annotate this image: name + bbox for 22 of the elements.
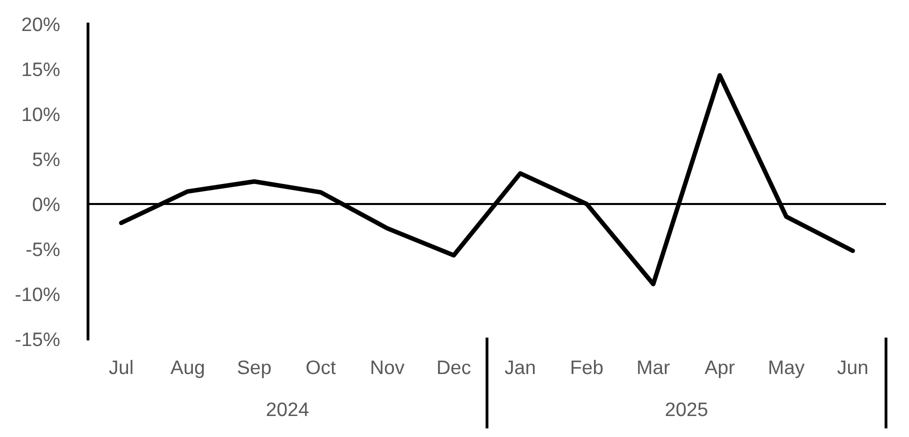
x-tick-label: Oct (306, 360, 336, 374)
x-tick-label: Jan (504, 360, 535, 374)
x-tick-label: Nov (372, 360, 404, 374)
y-tick-label: 0% (32, 197, 60, 212)
x-tick-label: Feb (572, 360, 603, 374)
x-tick-label: Dec (438, 360, 471, 374)
text: 2024 (266, 402, 309, 416)
x-tick-label: Jun (837, 360, 868, 374)
x-tick-label: Apr (704, 360, 735, 378)
x-tick-label: Jul (109, 360, 132, 374)
x-tick-label: Sep (238, 360, 271, 378)
y-tick-label: 20% (22, 17, 60, 32)
y-tick-label: -10% (16, 287, 60, 302)
y-tick-label: -5% (26, 242, 60, 256)
y-tick-label: 10% (22, 107, 60, 122)
x-tick-label: Mar (638, 360, 670, 374)
text: 2025 (666, 402, 708, 416)
x-tick-label: Aug (170, 360, 204, 378)
x-tick-label: May (769, 360, 805, 378)
y-tick-label: -15% (16, 332, 60, 346)
y-tick-label: 5% (32, 152, 60, 166)
y-tick-label: 15% (22, 62, 60, 76)
